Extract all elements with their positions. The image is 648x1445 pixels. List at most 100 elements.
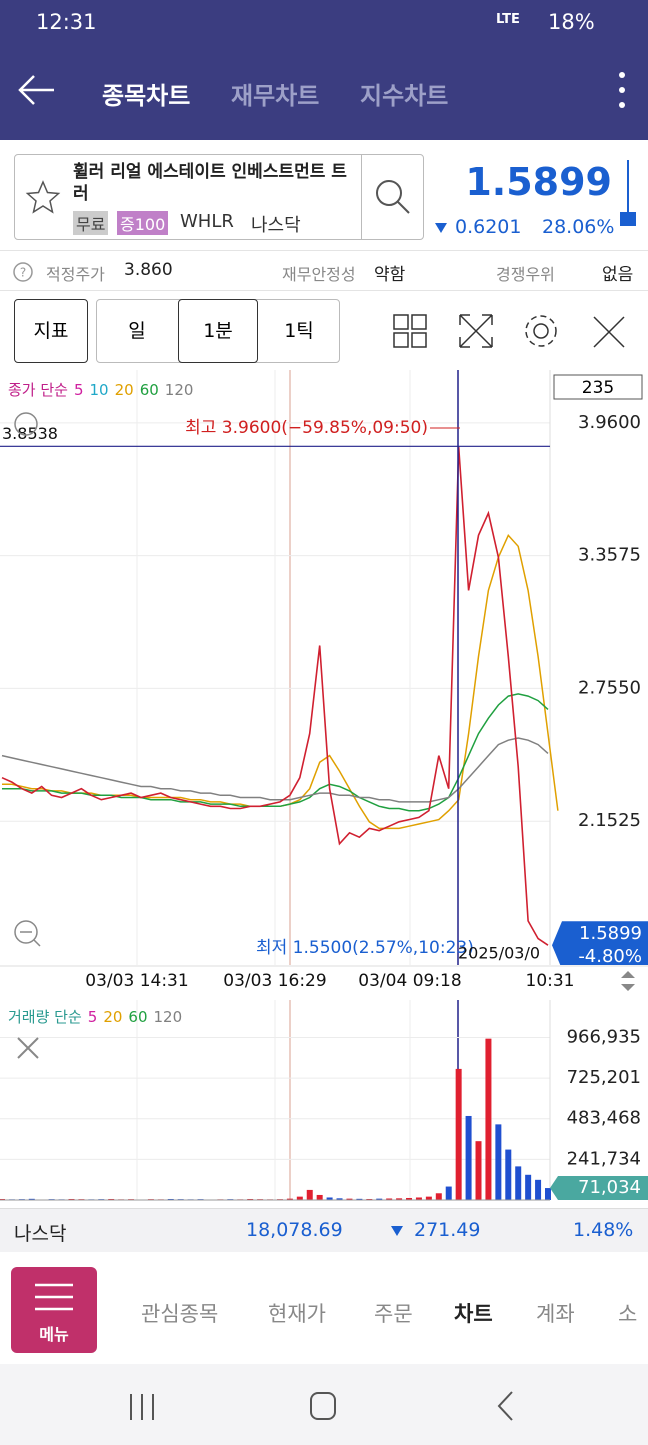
y-tick-label: 483,468 — [567, 1108, 641, 1129]
down-arrow — [435, 223, 447, 233]
tag: 무료 — [73, 211, 109, 235]
tool-icons[interactable] — [390, 311, 636, 351]
system-buttons[interactable] — [0, 1364, 648, 1445]
volume-bar — [445, 1186, 452, 1200]
legend-entry: 10 — [90, 381, 109, 399]
last-volume-box — [550, 1176, 648, 1201]
info-label: 재무안정성 — [282, 265, 356, 284]
down-arrow — [391, 1226, 403, 1236]
menu-label: 메뉴 — [39, 1325, 69, 1344]
x-tick-label: 03/03 14:31 — [85, 971, 188, 991]
divider — [361, 155, 362, 239]
volume-bar — [296, 1196, 303, 1200]
help-icon[interactable]: ? — [12, 261, 34, 283]
last-price-box — [552, 921, 648, 965]
x-tick-label: 03/03 16:29 — [223, 971, 326, 991]
volume-bar — [306, 1189, 313, 1200]
x-tick-label: 10:31 — [526, 971, 575, 991]
volume-bar — [0, 1198, 5, 1200]
index-value: 18,078.69 — [246, 1219, 343, 1241]
volume-bar — [396, 1198, 403, 1200]
nav-item[interactable]: 현재가 — [268, 1302, 326, 1326]
volume-bar — [475, 1141, 482, 1200]
price-chart: 3.9600 3.3575 2.7550 2.1525 3.8538 종가 단순 5 10 20… — [0, 370, 648, 965]
volume-bar — [545, 1188, 551, 1200]
zoom-out[interactable] — [14, 920, 38, 944]
period-button[interactable]: 1분 — [178, 299, 258, 363]
network: LTE — [496, 12, 520, 27]
star-icon[interactable] — [25, 179, 61, 215]
period-button[interactable]: 1틱 — [284, 320, 314, 342]
price: 1.5899 — [465, 160, 612, 204]
menu-icon — [35, 1283, 73, 1311]
y-tick-label: 2.1525 — [578, 810, 641, 831]
system-nav — [0, 1364, 648, 1445]
scroll-arrows[interactable] — [618, 968, 638, 994]
tab[interactable]: 재무차트 — [231, 82, 320, 110]
change-pct: 28.06% — [542, 216, 615, 238]
ticker: WHLR — [180, 211, 234, 232]
y-tick-label: 725,201 — [567, 1067, 641, 1088]
index-change: 271.49 — [414, 1219, 481, 1241]
y-tick-label: 3.3575 — [578, 545, 641, 566]
volume-bar — [376, 1198, 383, 1200]
volume-bar — [386, 1198, 393, 1200]
x-tick-label: 03/04 09:18 — [358, 971, 461, 991]
volume-bar — [425, 1196, 432, 1200]
legend-entry: 5 — [88, 1008, 98, 1026]
high-label: 최고 3.9600(−59.85%,09:50) — [185, 418, 428, 438]
volume-bar — [455, 1068, 462, 1200]
y-tick-label: 2.7550 — [578, 677, 641, 698]
volume-bar — [68, 1198, 75, 1200]
legend-title: 종가 단순 — [8, 381, 68, 399]
x-axis: 03/03 14:31 03/03 16:29 03/04 09:18 10:31 — [0, 965, 648, 991]
tag: 증100 — [117, 211, 169, 235]
last-price: 1.5899 — [579, 923, 642, 944]
more-button[interactable] — [612, 70, 632, 110]
tab[interactable]: 지수차트 — [360, 82, 449, 110]
volume-bar — [336, 1198, 343, 1200]
count-label: 235 — [582, 378, 614, 398]
back-button[interactable] — [16, 72, 56, 108]
bottom-nav: 메뉴 관심종목 현재가 주문 차트 계좌 소 — [0, 1252, 648, 1364]
last-volume: 71,034 — [578, 1177, 641, 1198]
last-change: -4.80% — [578, 946, 642, 965]
index-change-pct: 1.48% — [573, 1219, 634, 1241]
nav-item[interactable]: 관심종목 — [141, 1302, 219, 1326]
info-label: 적정주가 — [46, 265, 105, 284]
period-group: 일 1분 1틱 — [96, 299, 340, 363]
header: 12:31 LTE 18% 종목차트 재무차트 지수차트 — [0, 0, 648, 140]
zoom-in[interactable] — [14, 412, 38, 436]
legend-entry: 60 — [140, 381, 159, 399]
volume-bar — [406, 1197, 413, 1200]
date-label: 2025/03/0 — [458, 944, 540, 963]
stock-box[interactable]: 휠러 리얼 에스테이트 인베스트먼트 트러 무료 증100 WHLR 나스닥 — [14, 154, 424, 240]
legend: 종가 단순 5 10 20 60 120 — [8, 381, 193, 399]
price-bar — [620, 160, 636, 226]
legend-entry: 60 — [128, 1008, 147, 1026]
nav-item[interactable]: 소 — [618, 1302, 638, 1326]
tab[interactable]: 종목차트 — [102, 82, 191, 110]
period-button[interactable]: 일 — [128, 320, 146, 342]
close-line — [1, 447, 549, 946]
indicator-button[interactable]: 지표 — [14, 299, 88, 363]
menu-button[interactable]: 메뉴 — [11, 1267, 97, 1353]
nav-item[interactable]: 차트 — [454, 1302, 493, 1326]
battery: 18% — [548, 10, 595, 34]
low-label: 최저 1.5500(2.57%,10:23) — [256, 938, 474, 958]
volume-bar — [326, 1197, 333, 1200]
toolbar: 지표 일 1분 1틱 — [0, 290, 648, 371]
volume-bar — [316, 1194, 323, 1200]
close-icon[interactable] — [17, 1037, 39, 1059]
legend-entry: 5 — [74, 381, 84, 399]
nav-item[interactable]: 주문 — [374, 1302, 413, 1326]
ma-line — [2, 533, 559, 830]
volume-bar — [495, 1124, 502, 1200]
info-value: 약함 — [374, 265, 406, 285]
search-button[interactable] — [373, 177, 413, 217]
info-value: 없음 — [602, 265, 634, 285]
volume-bar — [286, 1198, 293, 1200]
nav-item[interactable]: 계좌 — [536, 1302, 575, 1326]
legend-entry: 120 — [154, 1008, 183, 1026]
